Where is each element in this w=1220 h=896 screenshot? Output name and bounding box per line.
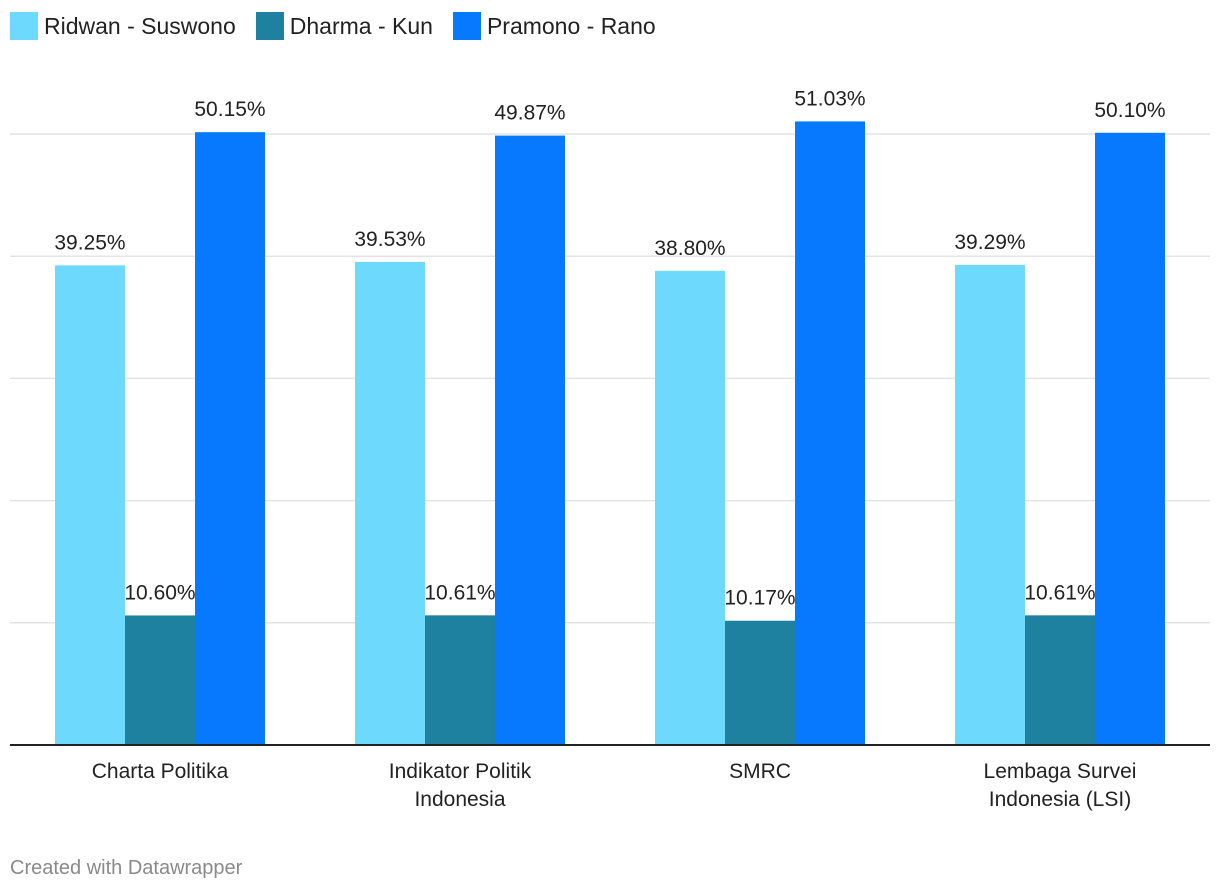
legend-label-dharma-kun: Dharma - Kun: [289, 12, 433, 39]
chart-legend: Ridwan - Suswono Dharma - Kun Pramono - …: [10, 10, 656, 42]
legend-item-dharma-kun: Dharma - Kun: [255, 12, 433, 40]
data-label-pramono-rano-3: 51.03%: [794, 87, 865, 110]
legend-label-pramono-rano: Pramono - Rano: [486, 12, 656, 39]
legend-item-pramono-rano: Pramono - Rano: [452, 12, 656, 40]
data-label-ridwan-suswono-4: 39.29%: [954, 231, 1025, 254]
bar-dharma-kun-3: [725, 620, 795, 745]
x-tick-label-3: SMRC: [729, 760, 791, 783]
data-label-dharma-kun-2: 10.61%: [424, 581, 495, 604]
data-label-pramono-rano-1: 50.15%: [194, 98, 265, 121]
x-tick-label-line: Indonesia (LSI): [989, 788, 1131, 811]
x-tick-label-line: Indikator Politik: [389, 760, 532, 783]
legend-item-ridwan-suswono: Ridwan - Suswono: [10, 12, 236, 40]
x-tick-label-line: SMRC: [729, 760, 791, 783]
x-tick-label-line: Indonesia: [414, 788, 505, 811]
datawrapper-credit: Created with Datawrapper: [10, 857, 243, 879]
data-label-dharma-kun-4: 10.61%: [1024, 581, 1095, 604]
bar-pramono-rano-4: [1095, 132, 1165, 745]
bar-chart: 39.25% 10.60% 50.15% 39.53% 10.61% 49.87% 38.8…: [10, 87, 1210, 811]
data-label-ridwan-suswono-1: 39.25%: [54, 231, 125, 254]
legend-swatch-dharma-kun: [255, 12, 284, 40]
x-tick-label-line: Lembaga Survei: [984, 760, 1137, 783]
bar-dharma-kun-2: [425, 615, 495, 745]
x-tick-label-4: Lembaga Survei Indonesia (LSI): [984, 760, 1137, 811]
data-label-ridwan-suswono-2: 39.53%: [354, 228, 425, 251]
legend-swatch-pramono-rano: [452, 12, 481, 40]
data-label-dharma-kun-1: 10.60%: [124, 581, 195, 604]
data-label-dharma-kun-3: 10.17%: [724, 587, 795, 610]
bar-ridwan-suswono-3: [655, 270, 725, 745]
bar-dharma-kun-1: [125, 615, 195, 745]
data-label-ridwan-suswono-3: 38.80%: [654, 237, 725, 260]
x-tick-label-2: Indikator Politik Indonesia: [389, 760, 532, 811]
legend-swatch-ridwan-suswono: [10, 12, 38, 40]
bar-ridwan-suswono-1: [55, 265, 125, 745]
bar-ridwan-suswono-2: [355, 261, 425, 745]
x-tick-label-line: Charta Politika: [92, 760, 229, 783]
legend-label-ridwan-suswono: Ridwan - Suswono: [44, 12, 236, 39]
bar-dharma-kun-4: [1025, 615, 1095, 745]
x-tick-label-1: Charta Politika: [92, 760, 229, 783]
bar-ridwan-suswono-4: [955, 264, 1025, 745]
data-label-pramono-rano-4: 50.10%: [1094, 99, 1165, 122]
bar-pramono-rano-1: [195, 132, 265, 746]
bar-pramono-rano-2: [495, 135, 565, 745]
data-label-pramono-rano-2: 49.87%: [494, 102, 565, 125]
bar-pramono-rano-3: [795, 121, 865, 746]
